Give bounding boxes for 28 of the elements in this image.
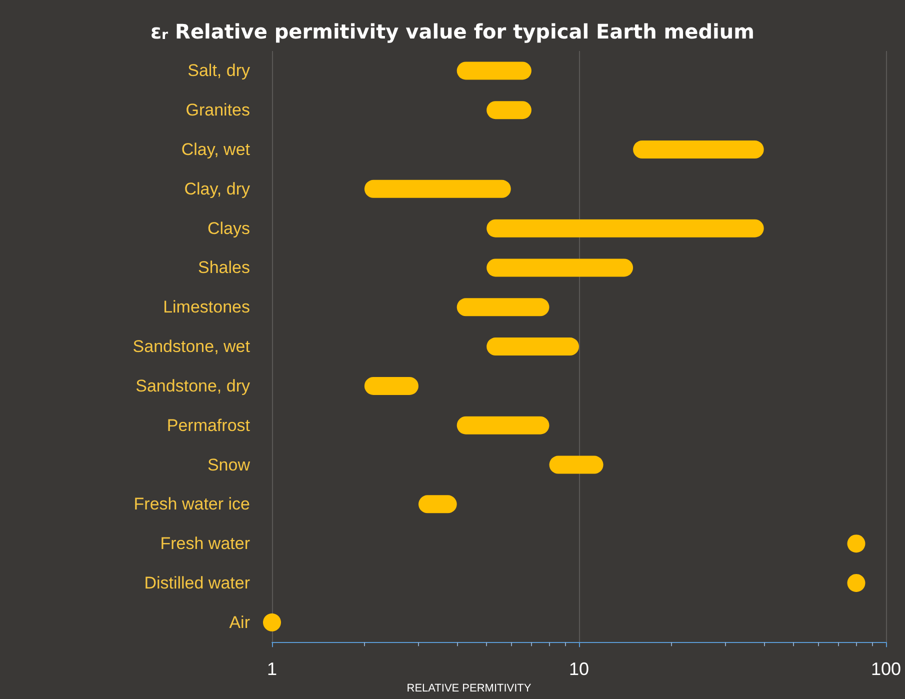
y-tick-label: Clays (207, 218, 250, 238)
y-tick-label: Fresh water ice (134, 494, 250, 514)
x-tick-label: 1 (266, 659, 278, 680)
y-tick-label: Granites (186, 100, 250, 120)
y-tick-label: Permafrost (166, 416, 250, 435)
bar (456, 298, 550, 316)
bar (486, 258, 634, 277)
bar (486, 338, 579, 356)
bar (486, 219, 764, 238)
bar (456, 416, 550, 434)
y-tick-label: Salt, dry (188, 61, 250, 80)
chart-title: εr Relative permitivity value for typical Earth medium (150, 20, 754, 44)
y-tick-label: Air (229, 612, 250, 632)
bar (633, 140, 764, 159)
y-tick-label: Limestones (163, 298, 250, 317)
x-tick-label: 100 (870, 659, 902, 680)
bar (456, 62, 532, 80)
bar (364, 180, 511, 198)
y-tick-label: Sandstone, wet (132, 337, 250, 356)
y-tick-label: Clay, wet (181, 140, 250, 160)
y-tick-label: Snow (207, 455, 251, 474)
y-tick-label: Distilled water (144, 573, 250, 592)
y-tick-label: Clay, dry (184, 179, 250, 198)
y-tick-label: Shales (198, 258, 250, 278)
x-tick-label: 10 (568, 659, 590, 680)
y-tick-label: Sandstone, dry (136, 376, 250, 396)
x-axis-title: RELATIVE PERMITIVITY (406, 682, 532, 694)
y-tick-label: Fresh water (160, 534, 250, 554)
